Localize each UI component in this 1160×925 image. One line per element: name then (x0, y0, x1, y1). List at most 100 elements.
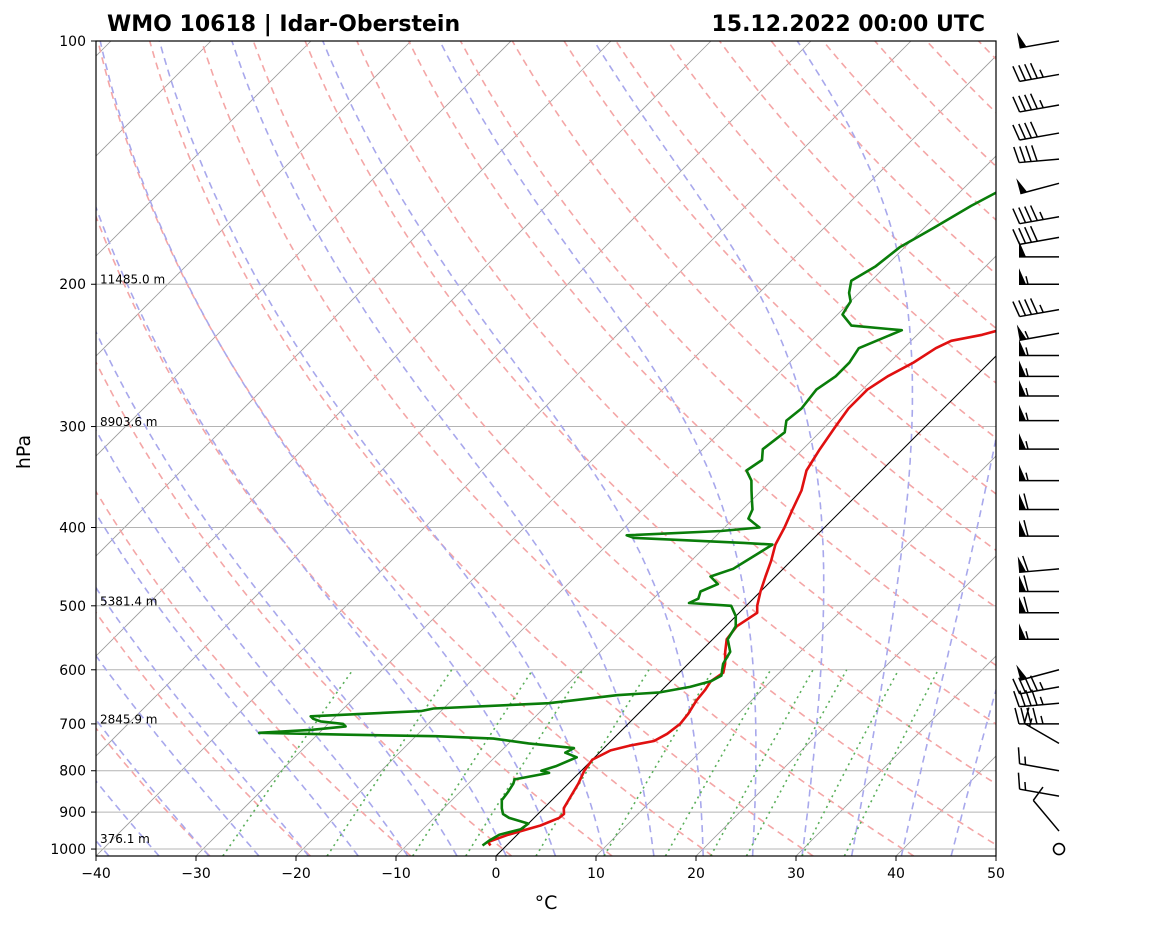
y-tick-label: 700 (59, 717, 86, 733)
dry-adiabat-line (667, 41, 996, 384)
moist-adiabat-line (231, 41, 655, 856)
mixing-ratio-line (745, 669, 848, 856)
height-label: 2845.9 m (100, 712, 158, 726)
wind-barb (1012, 62, 1060, 83)
dry-adiabat-line (148, 41, 814, 856)
plot-frame (95, 40, 997, 857)
y-axis: 100 200 300 400 500 600 700 800 900 1000 (50, 34, 96, 858)
wind-barb (1012, 225, 1060, 246)
wind-barb (1023, 707, 1060, 745)
moist-adiabat-line (96, 512, 359, 856)
y-axis-label: hPa (13, 435, 35, 469)
y-tick-label: 600 (59, 663, 86, 679)
y-tick-label: 900 (59, 805, 86, 821)
isotherm-line (295, 155, 996, 856)
wind-barb (1012, 205, 1060, 225)
wind-barb (1013, 689, 1060, 708)
wind-barb (1019, 596, 1059, 614)
isotherm-line (195, 55, 996, 856)
mixing-ratio-line (465, 669, 584, 856)
dry-adiabat-line (96, 726, 211, 856)
x-tick-label: 0 (492, 866, 501, 882)
mixing-ratio-line (664, 669, 772, 856)
mixing-ratio-line (326, 669, 453, 856)
wind-barb (1052, 842, 1066, 856)
wind-barb (1012, 93, 1060, 113)
sounding-profiles (257, 191, 996, 847)
dry-adiabat-line (459, 41, 996, 609)
wind-barb (1019, 623, 1059, 641)
background-lines (96, 41, 996, 856)
chart-title-station: WMO 10618 | Idar-Oberstein (107, 12, 460, 37)
mixing-ratio-line (222, 669, 354, 856)
height-label: 11485.0 m (100, 273, 165, 287)
mixing-ratio-line (843, 669, 939, 856)
wind-barb (1012, 298, 1060, 318)
x-tick-label: 50 (987, 866, 1005, 882)
isotherm-line (96, 41, 712, 657)
moist-adiabat-line (96, 718, 210, 856)
chart-title-datetime: 15.12.2022 00:00 UTC (711, 12, 985, 37)
dry-adiabat-line (252, 41, 996, 846)
moist-adiabat-line (900, 434, 996, 856)
dry-adiabat-line (304, 41, 996, 785)
wind-barb (1012, 675, 1060, 695)
wind-barb (1032, 786, 1060, 832)
x-axis-label: °C (535, 892, 558, 914)
moist-adiabat-line (96, 428, 409, 856)
wind-barb (1016, 324, 1060, 341)
isotherm-line (96, 41, 412, 357)
wind-barb (1019, 360, 1059, 378)
y-tick-label: 300 (59, 420, 86, 436)
x-tick-label: 40 (887, 866, 905, 882)
wind-barb (1019, 380, 1059, 397)
isotherm-line (96, 41, 312, 257)
height-label: 8903.6 m (100, 415, 158, 429)
wind-barb (1017, 747, 1060, 772)
temperature-profile-line (486, 329, 996, 847)
x-tick-label: −10 (381, 866, 411, 882)
x-tick-label: −40 (81, 866, 111, 882)
wind-barb (1019, 519, 1059, 537)
moist-adiabat-line (439, 41, 757, 856)
moist-adiabat-line (593, 41, 825, 856)
x-tick-label: 10 (587, 866, 605, 882)
height-labels: 11485.0 m 8903.6 m 5381.4 m 2845.9 m 376.1 m (100, 273, 165, 846)
moist-adiabat-line (96, 586, 310, 856)
x-tick-label: −30 (181, 866, 211, 882)
x-tick-label: −20 (281, 866, 311, 882)
wind-barb (1019, 464, 1059, 482)
wind-barb (1012, 121, 1060, 141)
moist-adiabat-line (96, 779, 160, 856)
wind-barb (1016, 178, 1060, 195)
height-label: 376.1 m (100, 832, 150, 846)
wind-barbs (1012, 32, 1066, 856)
isotherm-line (96, 41, 812, 757)
height-label: 5381.4 m (100, 594, 158, 608)
wind-barb (1019, 339, 1059, 357)
moist-adiabat-lines (96, 41, 996, 856)
dry-adiabat-line (511, 41, 996, 552)
mixing-ratio-lines (222, 669, 939, 856)
moist-adiabat-line (99, 41, 557, 856)
y-tick-label: 400 (59, 520, 86, 536)
wind-barb (1019, 240, 1059, 258)
dry-adiabat-line (96, 490, 412, 856)
isotherm-line (795, 655, 996, 856)
mixing-ratio-line (709, 669, 814, 856)
wind-barb (1019, 575, 1059, 593)
wind-barb (1019, 268, 1059, 285)
mixing-ratio-line (801, 669, 900, 856)
dewpoint-profile-line (257, 191, 996, 847)
isotherm-line (96, 41, 612, 557)
isotherm-line (595, 455, 996, 856)
y-tick-label: 800 (59, 764, 86, 780)
dry-adiabat-line (96, 214, 613, 856)
moist-adiabat-line (96, 205, 507, 856)
wind-barb (1016, 32, 1060, 49)
y-tick-label: 1000 (50, 842, 86, 858)
wind-barb (1016, 664, 1060, 681)
moist-adiabat-line (796, 41, 914, 856)
x-tick-label: 30 (787, 866, 805, 882)
